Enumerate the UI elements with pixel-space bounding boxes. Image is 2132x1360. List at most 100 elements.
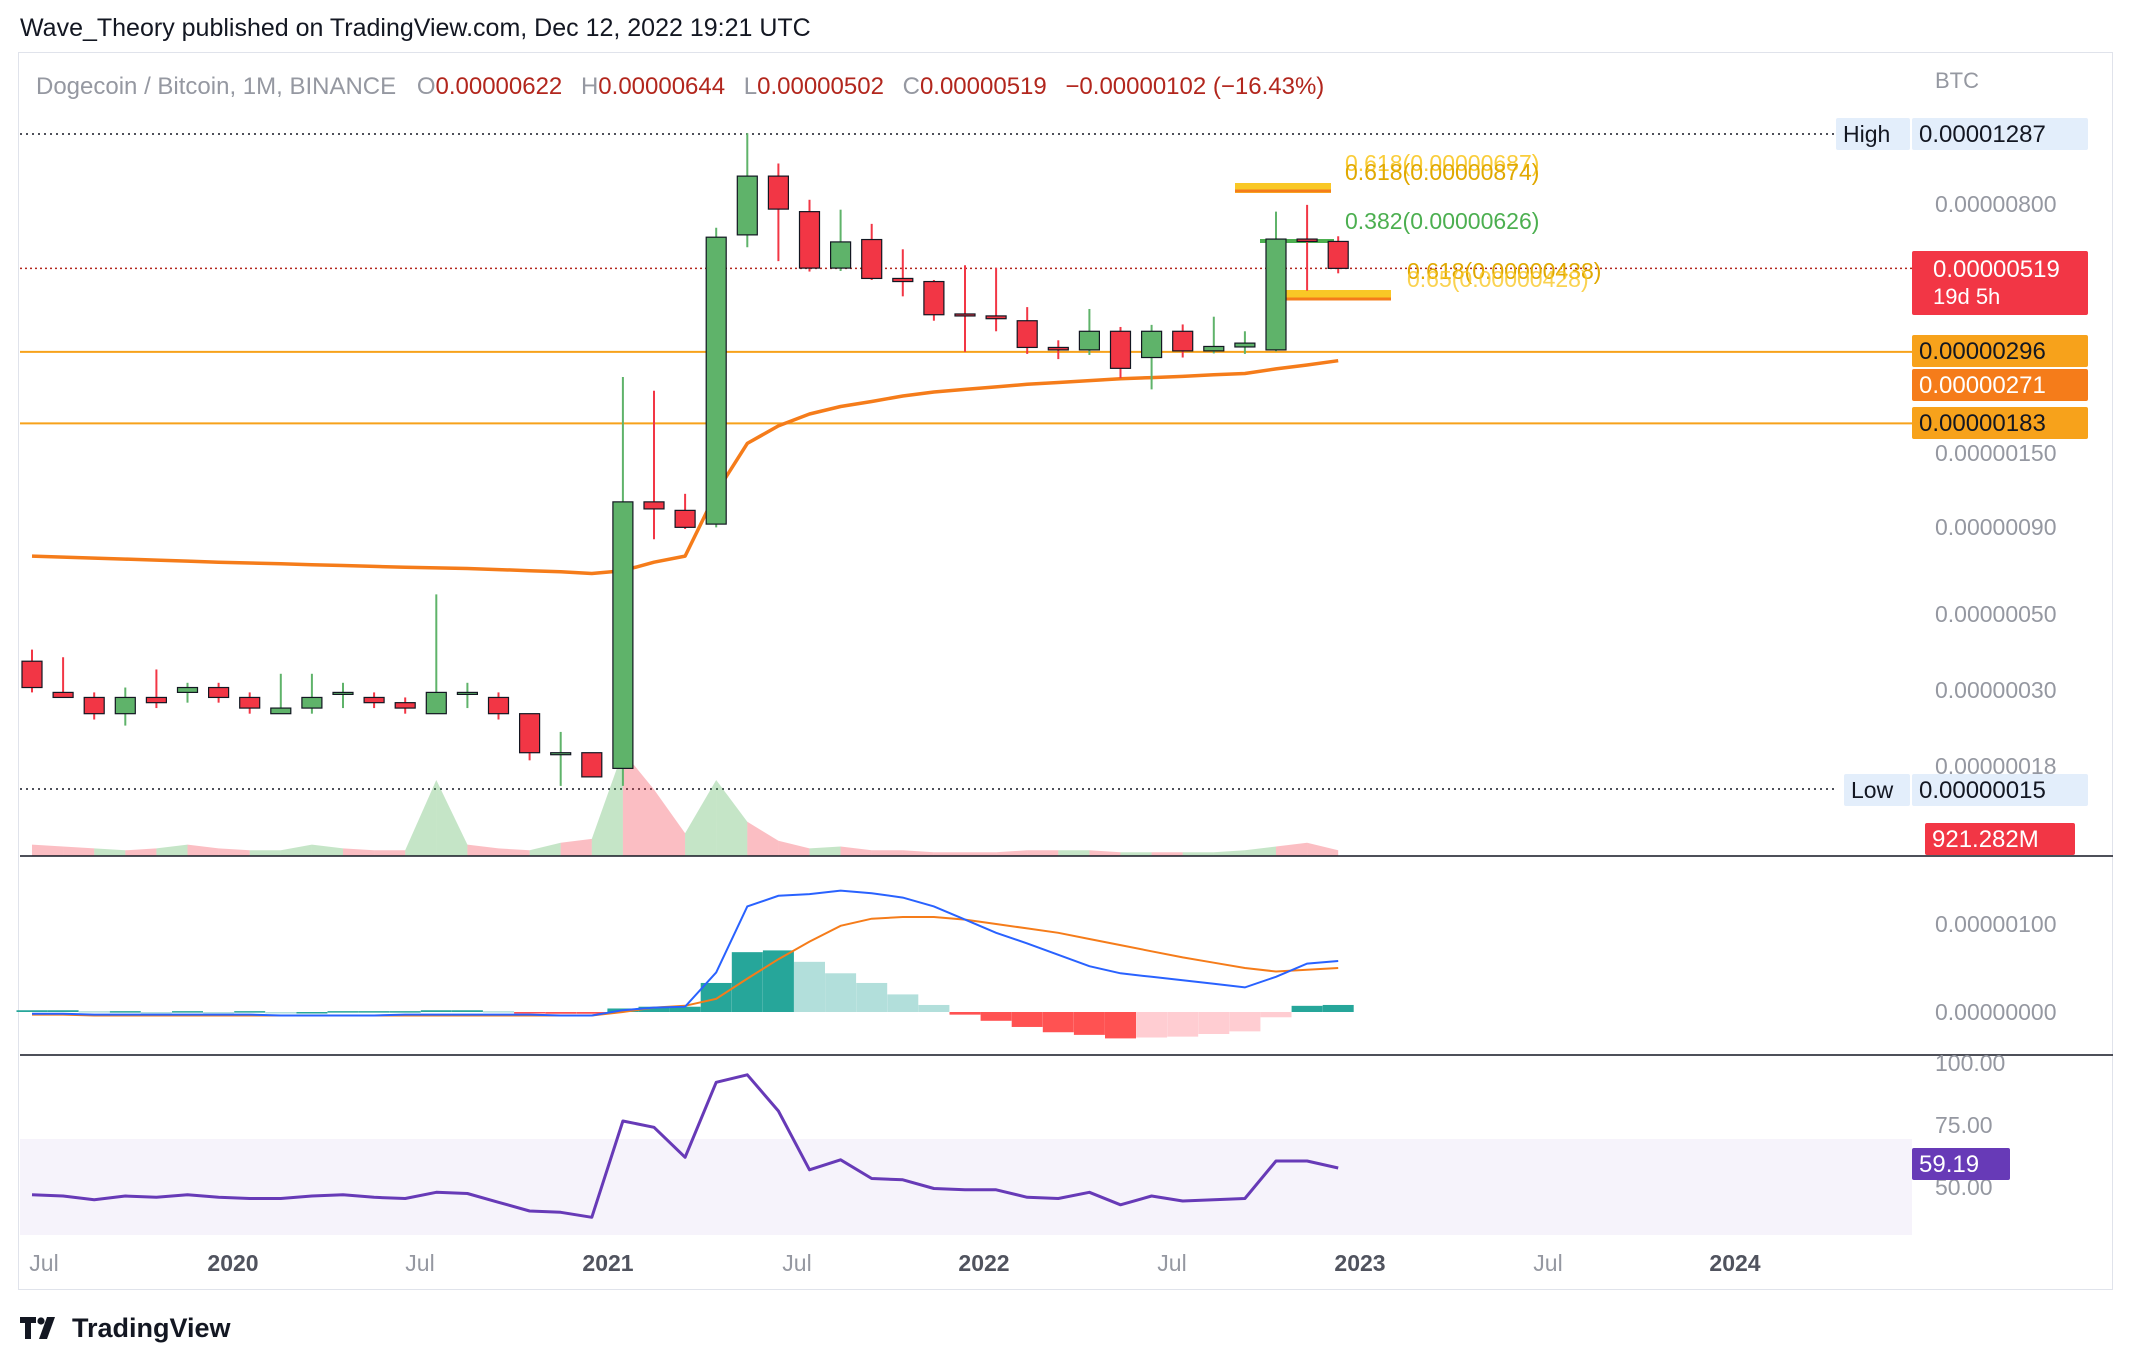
level-183-badge-text: 0.00000183 [1919, 410, 2046, 437]
candle[interactable] [145, 669, 167, 709]
macd-histogram-bar [1073, 1012, 1105, 1035]
candle[interactable] [1109, 326, 1132, 379]
macd-histogram-bar [1105, 1012, 1136, 1039]
macd-histogram-bar [887, 994, 919, 1012]
macd-histogram-bar [918, 1004, 950, 1012]
time-tick-label: 2021 [582, 1250, 633, 1276]
volume-segment [374, 850, 406, 856]
candle[interactable] [892, 249, 914, 297]
volume-segment [871, 850, 903, 856]
candle[interactable] [1047, 340, 1069, 360]
candle-body [1047, 346, 1069, 351]
candle-body [145, 696, 167, 704]
rsi-line [31, 1073, 1339, 1219]
low-tag: Low [1844, 774, 1910, 806]
candle[interactable] [736, 133, 758, 248]
volume-segment [187, 844, 219, 856]
low-value-badge-bg [1912, 774, 2088, 806]
candle[interactable] [425, 594, 447, 715]
volume-segment [311, 844, 343, 856]
macd-histogram-bar [451, 1010, 483, 1012]
candle-body [798, 211, 821, 269]
level-183-badge-bg [1912, 407, 2088, 439]
candle[interactable] [1234, 331, 1256, 354]
candle[interactable] [829, 209, 852, 271]
volume-segment [218, 848, 250, 856]
candle[interactable] [643, 390, 665, 540]
volume-segment [716, 780, 748, 856]
legend-o-label: O [417, 73, 436, 100]
candle[interactable] [114, 687, 136, 726]
macd-histogram-bar [638, 1006, 670, 1012]
candle[interactable] [52, 657, 74, 699]
volume-segment [249, 850, 281, 856]
time-tick-label: Jul [1157, 1250, 1186, 1276]
candle[interactable] [1016, 307, 1038, 354]
candle[interactable] [301, 673, 323, 714]
candle[interactable] [1140, 324, 1163, 390]
candle[interactable] [954, 265, 976, 352]
macd-histogram-bar [545, 1012, 577, 1014]
candle-body [176, 686, 199, 694]
volume-segment [280, 844, 312, 856]
candle-body [550, 752, 572, 756]
candle-body [394, 702, 416, 709]
candle[interactable] [456, 682, 478, 709]
candle[interactable] [487, 692, 510, 720]
ema-value-badge: 0.00000271 [1912, 369, 2088, 401]
volume-segment [809, 846, 841, 856]
volume-segment [1182, 852, 1214, 856]
tradingview-logo-icon [20, 1317, 55, 1339]
candle[interactable] [518, 713, 541, 761]
rsi-band [20, 1139, 1912, 1235]
footer-brand: TradingView [72, 1312, 231, 1343]
candle[interactable] [674, 493, 696, 529]
candle[interactable] [767, 163, 790, 262]
candle[interactable] [239, 692, 261, 714]
candle[interactable] [83, 692, 105, 720]
candle-body [1140, 330, 1163, 359]
candle-body [861, 238, 883, 280]
candle[interactable] [1327, 236, 1349, 274]
volume-segment [436, 780, 468, 856]
candle[interactable] [1172, 324, 1194, 358]
ema-value-badge-bg [1912, 369, 2088, 401]
macd-histogram-bar [1260, 1012, 1292, 1018]
candle[interactable] [1203, 316, 1225, 354]
candle[interactable] [705, 227, 727, 528]
candle[interactable] [332, 682, 354, 709]
candle[interactable] [21, 649, 43, 693]
candle-body [456, 691, 478, 696]
candle[interactable] [798, 199, 821, 272]
candle[interactable] [363, 692, 385, 709]
candle[interactable] [270, 673, 292, 715]
candle[interactable] [612, 377, 634, 786]
candle[interactable] [176, 682, 199, 703]
macd-histogram-bar [980, 1012, 1012, 1021]
volume-segment [622, 751, 654, 856]
candle[interactable] [208, 682, 230, 703]
ema-value-badge-text: 0.00000271 [1919, 372, 2046, 399]
price-tick-label: 0.00000800 [1935, 191, 2057, 217]
candle-body [114, 696, 136, 715]
candle-body [1203, 345, 1225, 352]
candle[interactable] [581, 752, 603, 778]
fib-zone-lower [1278, 290, 1391, 299]
candle[interactable] [1296, 204, 1318, 291]
candle[interactable] [1265, 211, 1287, 352]
chart-frame[interactable] [18, 52, 2113, 1290]
candle-body [332, 691, 354, 696]
macd-histogram-bar [731, 952, 763, 1012]
candle[interactable] [1078, 308, 1101, 355]
fib-label: 0.618(0.00000687) [1345, 150, 1539, 176]
candle[interactable] [394, 697, 416, 714]
high-tag-text: High [1843, 121, 1890, 147]
volume-segment [1244, 846, 1276, 856]
candle-body [581, 752, 603, 778]
candle[interactable] [550, 731, 572, 786]
candle-body [301, 696, 323, 709]
candle[interactable] [861, 223, 883, 280]
candle[interactable] [923, 279, 945, 321]
candle[interactable] [985, 268, 1007, 332]
